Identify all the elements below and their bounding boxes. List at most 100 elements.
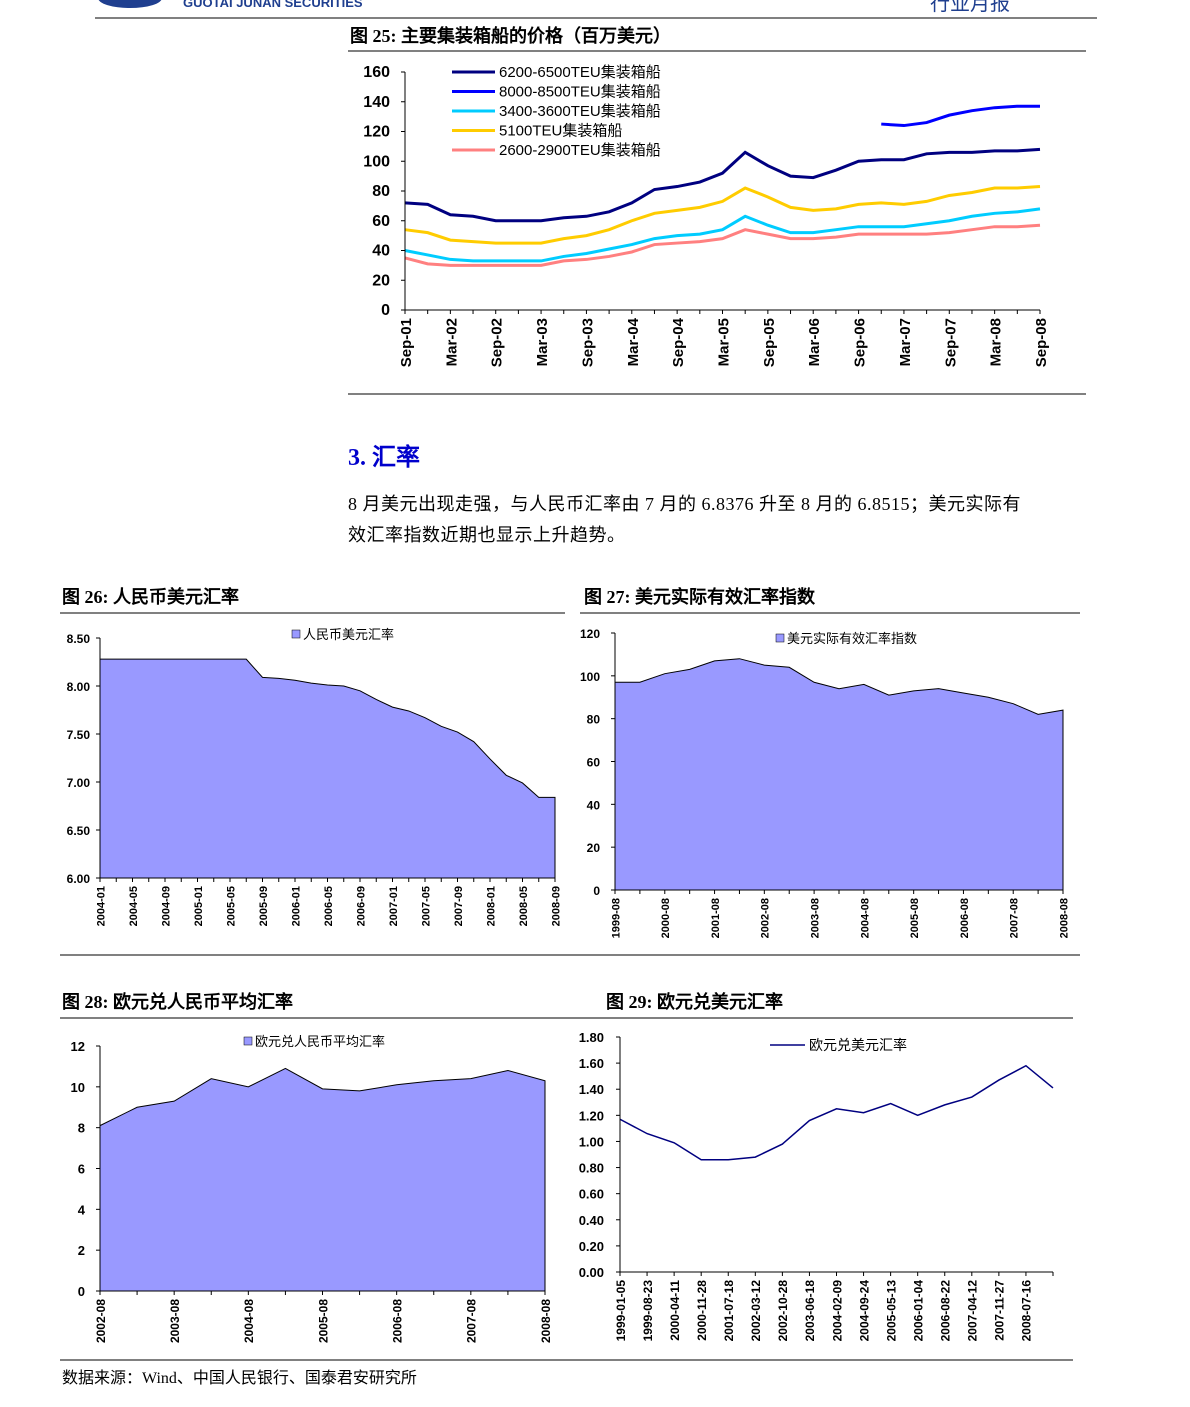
x-tick-label: Mar-06: [806, 318, 823, 366]
x-tick-label: 2008-05: [518, 886, 530, 926]
company-name: GUOTAI JUNAN SECURITIES: [183, 0, 363, 10]
x-tick-label: 2006-01-04: [911, 1280, 925, 1342]
x-tick-label: 2004-01: [95, 886, 107, 926]
area: [614, 658, 1064, 891]
x-tick-label: 2008-09: [550, 886, 562, 926]
y-tick-label: 1.00: [579, 1134, 604, 1149]
x-tick-label: 2007-01: [388, 886, 400, 926]
x-tick-label: 1999-08: [610, 898, 622, 938]
x-tick-label: 2008-01: [485, 886, 497, 926]
y-tick-label: 140: [363, 94, 390, 111]
x-tick-label: Mar-05: [716, 318, 733, 366]
x-tick-label: 2001-08: [710, 898, 722, 938]
x-tick-label: 2002-08: [94, 1299, 108, 1343]
x-tick-label: 1999-01-05: [614, 1280, 628, 1342]
x-tick-label: 2004-08: [859, 898, 871, 938]
legend-swatch: [291, 629, 301, 639]
x-tick-label: 2005-05-13: [884, 1280, 898, 1342]
x-tick-label: 2004-05: [128, 886, 140, 926]
x-tick-label: 2007-04-12: [966, 1280, 980, 1342]
x-tick-label: Sep-02: [489, 318, 506, 367]
y-tick-label: 120: [580, 627, 600, 641]
legend-label: 6200-6500TEU集装箱船: [499, 64, 661, 81]
legend-label: 3400-3600TEU集装箱船: [499, 103, 661, 120]
line: [404, 147, 1041, 223]
x-tick-label: Mar-02: [443, 318, 460, 366]
y-tick-label: 6: [78, 1162, 85, 1177]
source-note: 数据来源：Wind、中国人民银行、国泰君安研究所: [62, 1369, 417, 1387]
x-tick-label: 2007-08: [465, 1299, 479, 1343]
report-type: 行业月报: [930, 0, 1010, 15]
legend-label: 欧元兑人民币平均汇率: [255, 1034, 385, 1049]
y-tick-label: 6.50: [67, 824, 91, 838]
y-tick-label: 0.60: [579, 1187, 604, 1202]
y-tick-label: 0.00: [579, 1265, 604, 1280]
x-tick-label: 2005-01: [193, 886, 205, 926]
x-tick-label: 2004-09: [160, 886, 172, 926]
x-tick-label: 2004-08: [242, 1299, 256, 1343]
x-tick-label: 2007-05: [420, 886, 432, 926]
y-tick-label: 40: [372, 243, 390, 260]
x-tick-label: 2000-11-28: [695, 1280, 709, 1341]
x-tick-label: 2008-08: [539, 1299, 553, 1343]
y-tick-label: 8: [78, 1121, 85, 1136]
legend-swatch: [243, 1036, 253, 1046]
x-tick-label: Sep-03: [579, 318, 596, 367]
y-tick-label: 0.20: [579, 1239, 604, 1254]
paragraph-line: 8 月美元出现走强，与人民币汇率由 7 月的 6.8376 升至 8 月的 6.…: [348, 494, 1021, 514]
x-tick-label: Mar-07: [897, 318, 914, 366]
y-tick-label: 1.60: [579, 1056, 604, 1071]
y-tick-label: 1.20: [579, 1108, 604, 1123]
x-tick-label: 2005-05: [225, 886, 237, 926]
y-tick-label: 6.00: [67, 872, 91, 886]
line: [404, 223, 1041, 267]
line: [619, 1064, 1054, 1161]
logo: [98, 0, 162, 8]
x-tick-label: Mar-08: [988, 318, 1005, 366]
x-tick-label: 2007-09: [453, 886, 465, 926]
y-tick-label: 80: [372, 183, 390, 200]
y-tick-label: 7.50: [67, 728, 91, 742]
y-tick-label: 2: [78, 1243, 85, 1258]
line: [404, 207, 1041, 263]
x-tick-label: 2008-07-16: [1020, 1280, 1034, 1342]
x-tick-label: 2003-06-18: [803, 1280, 817, 1342]
y-tick-label: 0: [381, 302, 390, 319]
figure-title: 图 29: 欧元兑美元汇率: [606, 991, 783, 1012]
y-tick-label: 8.50: [67, 632, 91, 646]
y-tick-label: 160: [363, 64, 390, 81]
x-tick-label: Sep-06: [852, 318, 869, 367]
y-tick-label: 40: [587, 798, 601, 812]
x-tick-label: 2002-03-12: [749, 1280, 763, 1342]
y-tick-label: 1.40: [579, 1082, 604, 1097]
figure-title: 图 26: 人民币美元汇率: [62, 586, 239, 607]
y-tick-label: 12: [71, 1039, 85, 1054]
x-tick-label: 2008-08: [1058, 898, 1070, 938]
x-tick-label: Mar-04: [625, 317, 642, 366]
line: [404, 185, 1041, 245]
area: [99, 658, 556, 879]
y-tick-label: 60: [372, 213, 390, 230]
legend-label: 8000-8500TEU集装箱船: [499, 84, 661, 101]
y-tick-label: 0: [78, 1284, 85, 1299]
x-tick-label: 2000-04-11: [668, 1280, 682, 1341]
x-tick-label: 2004-02-09: [830, 1280, 844, 1342]
x-tick-label: 2005-09: [258, 886, 270, 926]
x-tick-label: 2003-08: [810, 898, 822, 938]
x-tick-label: 2004-09-24: [857, 1280, 871, 1342]
y-tick-label: 120: [363, 124, 390, 141]
x-tick-label: 2006-09: [355, 886, 367, 926]
area: [99, 1067, 546, 1292]
y-tick-label: 0: [593, 884, 600, 898]
x-tick-label: Sep-04: [670, 317, 687, 367]
figure-title: 图 28: 欧元兑人民币平均汇率: [62, 991, 293, 1012]
paragraph-line: 效汇率指数近期也显示上升趋势。: [348, 525, 626, 545]
y-tick-label: 8.00: [67, 680, 91, 694]
figure-title: 图 27: 美元实际有效汇率指数: [584, 586, 816, 607]
y-tick-label: 4: [78, 1202, 86, 1217]
x-tick-label: 1999-08-23: [641, 1280, 655, 1342]
x-tick-label: 2005-08: [316, 1299, 330, 1343]
y-tick-label: 20: [372, 272, 390, 289]
x-tick-label: Sep-07: [942, 318, 959, 367]
